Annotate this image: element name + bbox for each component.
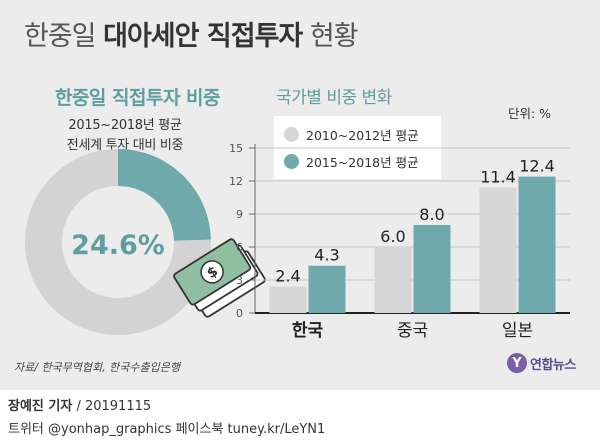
donut-heading: 한중일 직접투자 비중 [54, 87, 221, 109]
y-tick-label: 12 [229, 175, 243, 188]
bar [413, 225, 451, 313]
banknote-icon: $ [173, 238, 266, 318]
bar-chart-bars: 2.4 4.3 한국 6.0 8.0 중국 11.412.4 일본 [269, 157, 556, 341]
page-title: 한중일 대아세안 직접투자 현황 [24, 14, 359, 53]
reporter-credit: 장예진 기자 / 20191115 [8, 395, 151, 414]
y-tick-label: 9 [236, 208, 243, 221]
bar-value-label: 12.4 [519, 157, 555, 176]
bar [374, 247, 412, 313]
logo-mark-icon: Y [507, 353, 527, 373]
x-category-label: 일본 [502, 321, 533, 341]
donut-slice-share [118, 149, 211, 241]
y-tick-label: 3 [236, 274, 243, 287]
reporter-name: 장예진 기자 [8, 399, 73, 414]
bar [518, 176, 556, 313]
logo-text: 연합뉴스 [530, 357, 576, 373]
legend-swatch-old [284, 127, 299, 142]
x-category-label: 중국 [397, 321, 428, 341]
legend-item-new: 2015~2018년 평균 [284, 152, 419, 171]
donut-subtitle-line2: 전세계 투자 대비 비중 [66, 138, 184, 153]
source-note: 자료/ 한국무역협회, 한국수출입은행 [14, 361, 180, 374]
bar [479, 187, 517, 313]
title-prefix: 한중일 [24, 21, 97, 52]
bar-value-label: 4.3 [314, 246, 339, 265]
bar-chart-heading: 국가별 비중 변화 [276, 88, 392, 108]
donut-center-label: 24.6% [71, 230, 165, 261]
bar-value-label: 6.0 [380, 227, 405, 246]
chart-canvas: 24.6% $ 0 3 6 9 12 15 2.4 4.3 한국 6.0 8.0 중국 11.412.… [24, 142, 570, 341]
infographic-card: 한중일 대아세안 직접투자 현황 한중일 직접투자 비중 2015~2018년 … [0, 0, 600, 390]
y-tick-label: 0 [236, 307, 243, 320]
legend-label-old: 2010~2012년 평균 [306, 128, 419, 143]
legend-item-old: 2010~2012년 평균 [284, 125, 419, 144]
bar [308, 265, 346, 313]
bar-value-label: 2.4 [275, 267, 300, 286]
title-bold: 대아세안 직접투자 [103, 21, 303, 52]
legend-label-new: 2015~2018년 평균 [306, 155, 419, 170]
y-tick-label: 15 [229, 142, 243, 155]
bar-value-label: 11.4 [480, 168, 516, 187]
donut-chart: 24.6% [24, 149, 211, 335]
title-suffix: 현황 [309, 21, 359, 52]
bar-chart-axes: 0 3 6 9 12 15 [229, 142, 570, 320]
bar-value-label: 8.0 [419, 205, 444, 224]
y-tick-label: 6 [236, 241, 243, 254]
yonhap-logo: Y 연합뉴스 [507, 353, 576, 373]
legend-swatch-new [284, 154, 299, 169]
unit-label: 단위: % [508, 106, 552, 121]
social-credit: 트위터 @yonhap_graphics 페이스북 tuney.kr/LeYN1 [8, 422, 326, 437]
x-category-label: 한국 [292, 321, 324, 341]
donut-slice-other [24, 149, 211, 335]
reporter-date: / 20191115 [72, 399, 152, 414]
bar [269, 286, 307, 313]
donut-subtitle-line1: 2015~2018년 평균 [68, 118, 182, 133]
